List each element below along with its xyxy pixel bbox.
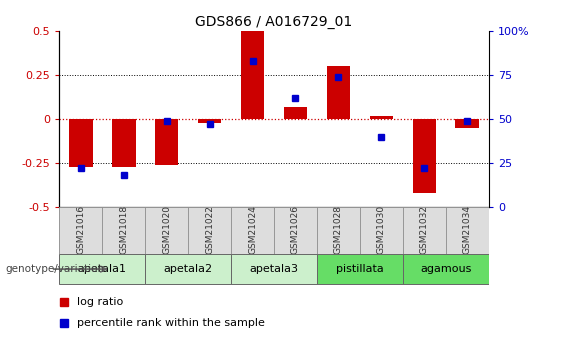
Text: GSM21032: GSM21032	[420, 205, 429, 254]
Text: pistillata: pistillata	[336, 264, 384, 274]
Text: genotype/variation: genotype/variation	[6, 264, 105, 274]
Bar	[69, 119, 93, 167]
Bar	[455, 119, 479, 128]
Bar	[360, 207, 403, 254]
Bar	[188, 207, 231, 254]
Text: apetala3: apetala3	[250, 264, 298, 274]
Bar	[112, 119, 136, 167]
Text: GSM21030: GSM21030	[377, 205, 386, 254]
Text: GSM21024: GSM21024	[248, 205, 257, 254]
Bar	[284, 107, 307, 119]
Text: agamous: agamous	[420, 264, 471, 274]
Text: GSM21018: GSM21018	[119, 205, 128, 254]
Text: apetala2: apetala2	[164, 264, 212, 274]
Bar	[231, 207, 274, 254]
Text: GSM21026: GSM21026	[291, 205, 300, 254]
Text: GSM21016: GSM21016	[76, 205, 85, 254]
Text: GSM21028: GSM21028	[334, 205, 343, 254]
Bar	[241, 31, 264, 119]
Bar	[446, 207, 489, 254]
Bar	[370, 116, 393, 119]
Bar	[317, 207, 360, 254]
Bar	[59, 207, 102, 254]
Bar	[327, 66, 350, 119]
Text: GSM21020: GSM21020	[162, 205, 171, 254]
Bar	[59, 254, 145, 284]
Bar	[155, 119, 179, 165]
Text: percentile rank within the sample: percentile rank within the sample	[76, 318, 264, 328]
Title: GDS866 / A016729_01: GDS866 / A016729_01	[195, 14, 353, 29]
Bar	[403, 207, 446, 254]
Bar	[102, 207, 145, 254]
Bar	[231, 254, 317, 284]
Bar	[317, 254, 403, 284]
Text: log ratio: log ratio	[76, 297, 123, 307]
Text: apetala1: apetala1	[78, 264, 127, 274]
Bar	[198, 119, 221, 122]
Bar	[145, 254, 231, 284]
Bar	[145, 207, 188, 254]
Bar	[412, 119, 436, 193]
Bar	[274, 207, 317, 254]
Text: GSM21022: GSM21022	[205, 205, 214, 254]
Text: GSM21034: GSM21034	[463, 205, 472, 254]
Bar	[403, 254, 489, 284]
